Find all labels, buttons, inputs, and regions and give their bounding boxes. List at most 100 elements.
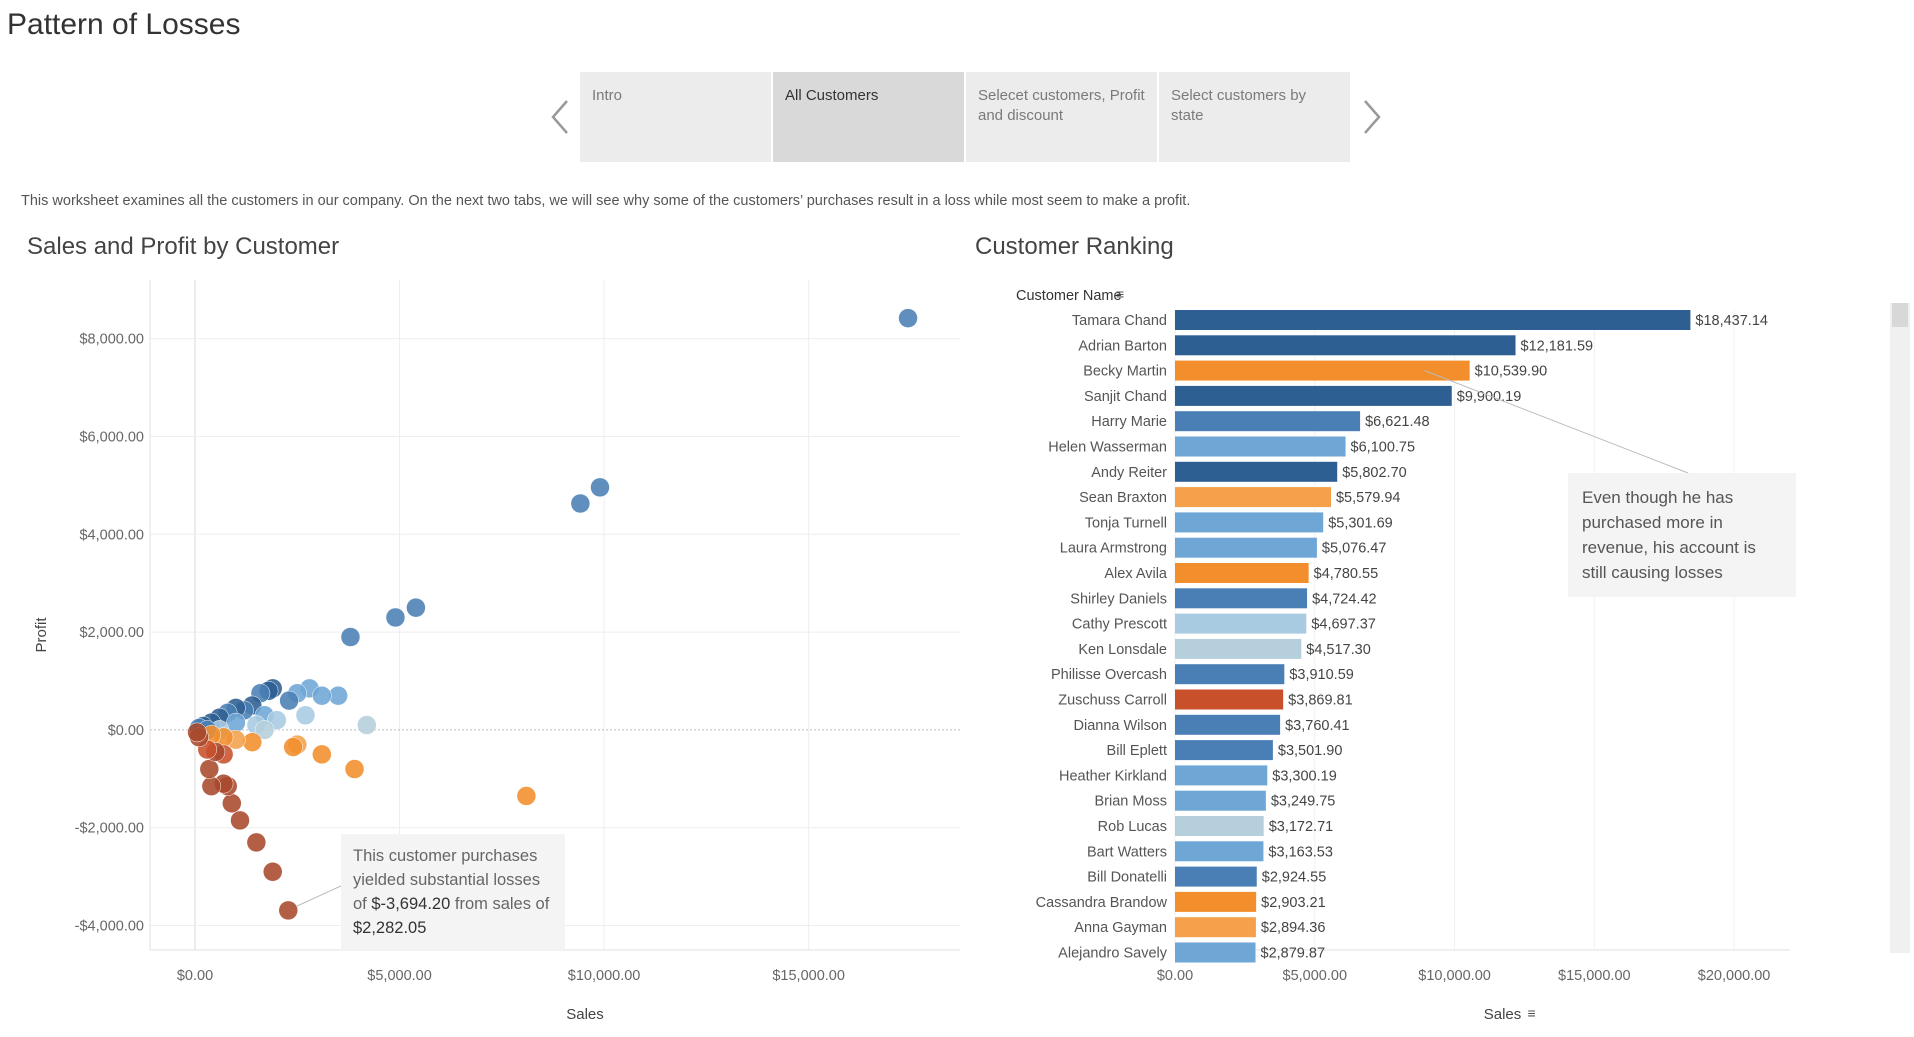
y-tick-label: $6,000.00 [79,429,144,445]
sales-bar [1175,436,1346,457]
sales-bar [1175,512,1324,533]
sales-bar [1175,563,1309,583]
category-axis-header: Customer Name [1016,288,1122,304]
scatter-point [279,690,299,711]
sales-bar [1175,638,1302,659]
customer-name-label: Tonja Turnell [1085,515,1167,531]
customer-name-label: Alex Avila [1104,566,1168,582]
scatter-point [516,786,537,806]
x-tick-label: $5,000.00 [1283,968,1348,984]
bar-value-label: $5,301.69 [1328,515,1393,531]
scatter-annotation-sales: $2,282.05 [353,919,427,937]
x-tick-label: $15,000.00 [772,968,845,984]
y-tick-label: -$4,000.00 [75,919,144,935]
bar-value-label: $6,100.75 [1351,440,1416,456]
bar-value-label: $2,903.21 [1261,895,1326,911]
customer-name-label: Shirley Daniels [1070,591,1167,607]
story-tab-all-customers[interactable]: All Customers [773,72,964,162]
bar-value-label: $2,924.55 [1262,870,1327,886]
scatter-point [278,900,299,921]
bar-value-label: $2,894.36 [1261,920,1326,936]
customer-name-label: Bill Eplett [1107,743,1167,759]
scatter-annotation-profit: $-3,694.20 [371,895,451,913]
x-axis-title: Sales [566,1006,604,1023]
customer-name-label: Andy Reiter [1091,465,1167,481]
bar-value-label: $9,900.19 [1457,389,1522,405]
customer-name-label: Ken Lonsdale [1078,642,1167,658]
scatter-point [570,493,591,514]
sales-bar [1175,790,1266,811]
scatter-chart-title: Sales and Profit by Customer [27,233,340,260]
scatter-point [222,793,242,814]
customer-name-label: Helen Wasserman [1048,440,1167,456]
sales-bar [1175,917,1256,938]
y-tick-label: $4,000.00 [79,527,144,543]
scatter-point [590,477,610,498]
sales-bar [1175,740,1273,761]
scatter-point [385,607,406,628]
y-tick-label: $0.00 [108,723,144,739]
scatter-point [312,685,332,706]
bar-value-label: $10,539.90 [1475,364,1548,380]
x-tick-label: $10,000.00 [1418,968,1491,984]
sales-bar [1175,385,1452,406]
bar-value-label: $6,621.48 [1365,414,1430,430]
bar-value-label: $3,501.90 [1278,743,1343,759]
ranking-scrollbar[interactable] [1890,303,1910,953]
sales-bar [1175,689,1284,710]
scatter-annotation: This customer purchases yielded substant… [341,834,565,950]
scatter-point [357,715,377,735]
scatter-point [406,597,426,618]
story-tab-select-customers-by-state[interactable]: Select customers by state [1159,72,1350,162]
scatter-point [312,744,332,765]
sales-bar [1175,714,1281,735]
scatter-point [230,810,250,831]
annotation-leader-line [1424,370,1689,474]
bar-value-label: $5,076.47 [1322,541,1387,557]
scatter-point [201,776,222,796]
sales-bar [1175,816,1264,836]
scatter-point [246,832,267,853]
bar-value-label: $18,437.14 [1695,313,1768,329]
customer-ranking-bar-chart[interactable]: Customer Name≡$0.00 $5,000.00 $10,000.00 $1… [980,270,1880,1030]
sales-bar [1175,841,1264,862]
story-tab-intro[interactable]: Intro [580,72,771,162]
y-axis-title: Profit [33,617,50,653]
customer-name-label: Cassandra Brandow [1036,895,1168,911]
bar-value-label: $3,760.41 [1285,718,1350,734]
customer-name-label: Dianna Wilson [1074,718,1168,734]
scatter-point [187,722,207,743]
x-tick-label: $0.00 [1157,968,1193,984]
sort-icon: ≡ [1528,1005,1536,1021]
sales-bar [1175,664,1285,685]
sales-profit-scatter-chart[interactable]: $0.00 $5,000.00 $10,000.00 $15,000.00 $8,000… [0,270,960,1030]
customer-name-label: Cathy Prescott [1072,617,1167,633]
customer-name-label: Rob Lucas [1098,819,1167,835]
bar-value-label: $5,579.94 [1336,490,1401,506]
bar-value-label: $4,724.42 [1312,591,1377,607]
scatter-point [199,759,220,779]
sales-bar [1175,310,1691,330]
x-tick-label: $20,000.00 [1698,968,1771,984]
scatter-point [262,862,283,882]
sort-icon: ≡ [1116,286,1124,302]
scatter-annotation-middle: from sales of [454,895,550,913]
customer-name-label: Bart Watters [1087,844,1167,860]
bar-value-label: $3,172.71 [1269,819,1334,835]
story-tab-select-customers-profit-discount[interactable]: Selecet customers, Profit and discount [966,72,1157,162]
sales-bar [1175,411,1361,432]
bar-value-label: $12,181.59 [1521,338,1594,354]
customer-name-label: Sean Braxton [1079,490,1167,506]
next-story-point-button[interactable] [1352,72,1392,162]
customer-name-label: Philisse Overcash [1051,667,1167,683]
bar-value-label: $4,517.30 [1306,642,1371,658]
ranking-scrollbar-thumb[interactable] [1892,303,1908,327]
customer-name-label: Becky Martin [1083,364,1167,380]
sales-bar [1175,866,1257,887]
sales-bar [1175,588,1308,609]
customer-name-label: Brian Moss [1094,794,1167,810]
scatter-point [242,732,263,752]
customer-name-label: Heather Kirkland [1059,768,1167,784]
bar-value-label: $3,249.75 [1271,794,1336,810]
previous-story-point-button[interactable] [540,72,580,162]
